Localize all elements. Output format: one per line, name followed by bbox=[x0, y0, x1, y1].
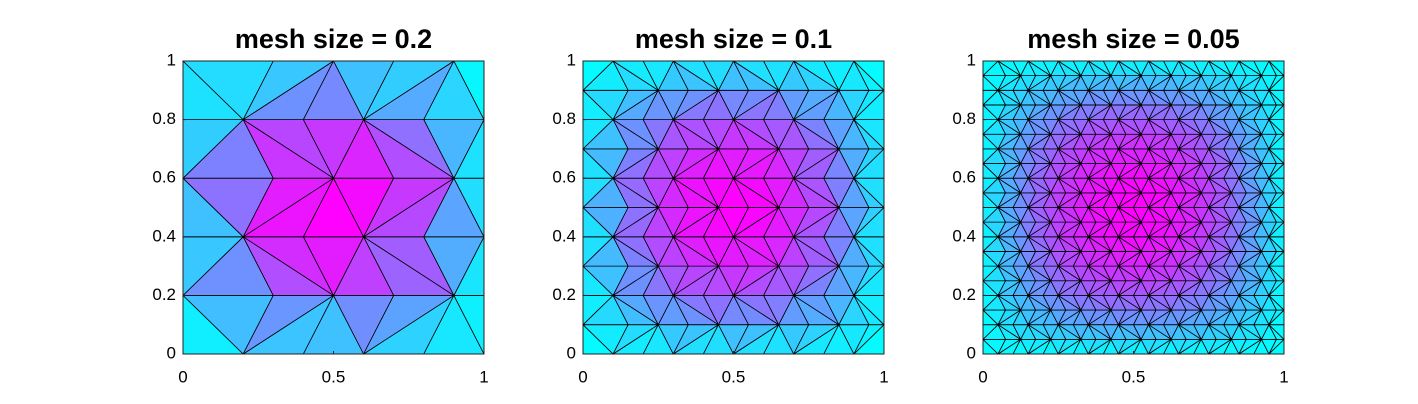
y-tick-label: 0.4 bbox=[552, 226, 576, 245]
chart-title: mesh size = 0.2 bbox=[235, 24, 432, 54]
y-tick-label: 0.8 bbox=[552, 109, 576, 128]
y-tick-label: 0 bbox=[167, 343, 176, 362]
y-tick-label: 0.8 bbox=[952, 109, 976, 128]
chart-title: mesh size = 0.1 bbox=[635, 24, 832, 54]
mesh bbox=[182, 60, 485, 355]
x-tick-label: 0.5 bbox=[1122, 367, 1146, 386]
y-tick-label: 0.2 bbox=[952, 285, 976, 304]
x-tick-label: 1 bbox=[479, 367, 488, 386]
x-tick-label: 1 bbox=[1279, 367, 1288, 386]
mesh bbox=[982, 60, 1285, 355]
y-tick-label: 0.8 bbox=[152, 109, 176, 128]
x-tick-label: 0.5 bbox=[722, 367, 746, 386]
y-tick-label: 0.6 bbox=[152, 168, 176, 187]
y-tick-label: 0 bbox=[567, 343, 576, 362]
y-tick-label: 0.2 bbox=[152, 285, 176, 304]
x-tick-label: 0 bbox=[578, 367, 587, 386]
x-tick-label: 0 bbox=[178, 367, 187, 386]
y-tick-label: 1 bbox=[967, 50, 976, 69]
y-tick-label: 0.6 bbox=[952, 168, 976, 187]
y-tick-label: 0 bbox=[967, 343, 976, 362]
y-tick-label: 1 bbox=[167, 50, 176, 69]
y-tick-label: 0.6 bbox=[552, 168, 576, 187]
y-tick-label: 0.4 bbox=[152, 226, 176, 245]
y-tick-label: 0.4 bbox=[952, 226, 976, 245]
mesh bbox=[582, 60, 885, 355]
y-tick-label: 1 bbox=[567, 50, 576, 69]
y-tick-label: 0.2 bbox=[552, 285, 576, 304]
chart-title: mesh size = 0.05 bbox=[1027, 24, 1239, 54]
x-tick-label: 0 bbox=[978, 367, 987, 386]
x-tick-label: 1 bbox=[879, 367, 888, 386]
x-tick-label: 0.5 bbox=[322, 367, 346, 386]
